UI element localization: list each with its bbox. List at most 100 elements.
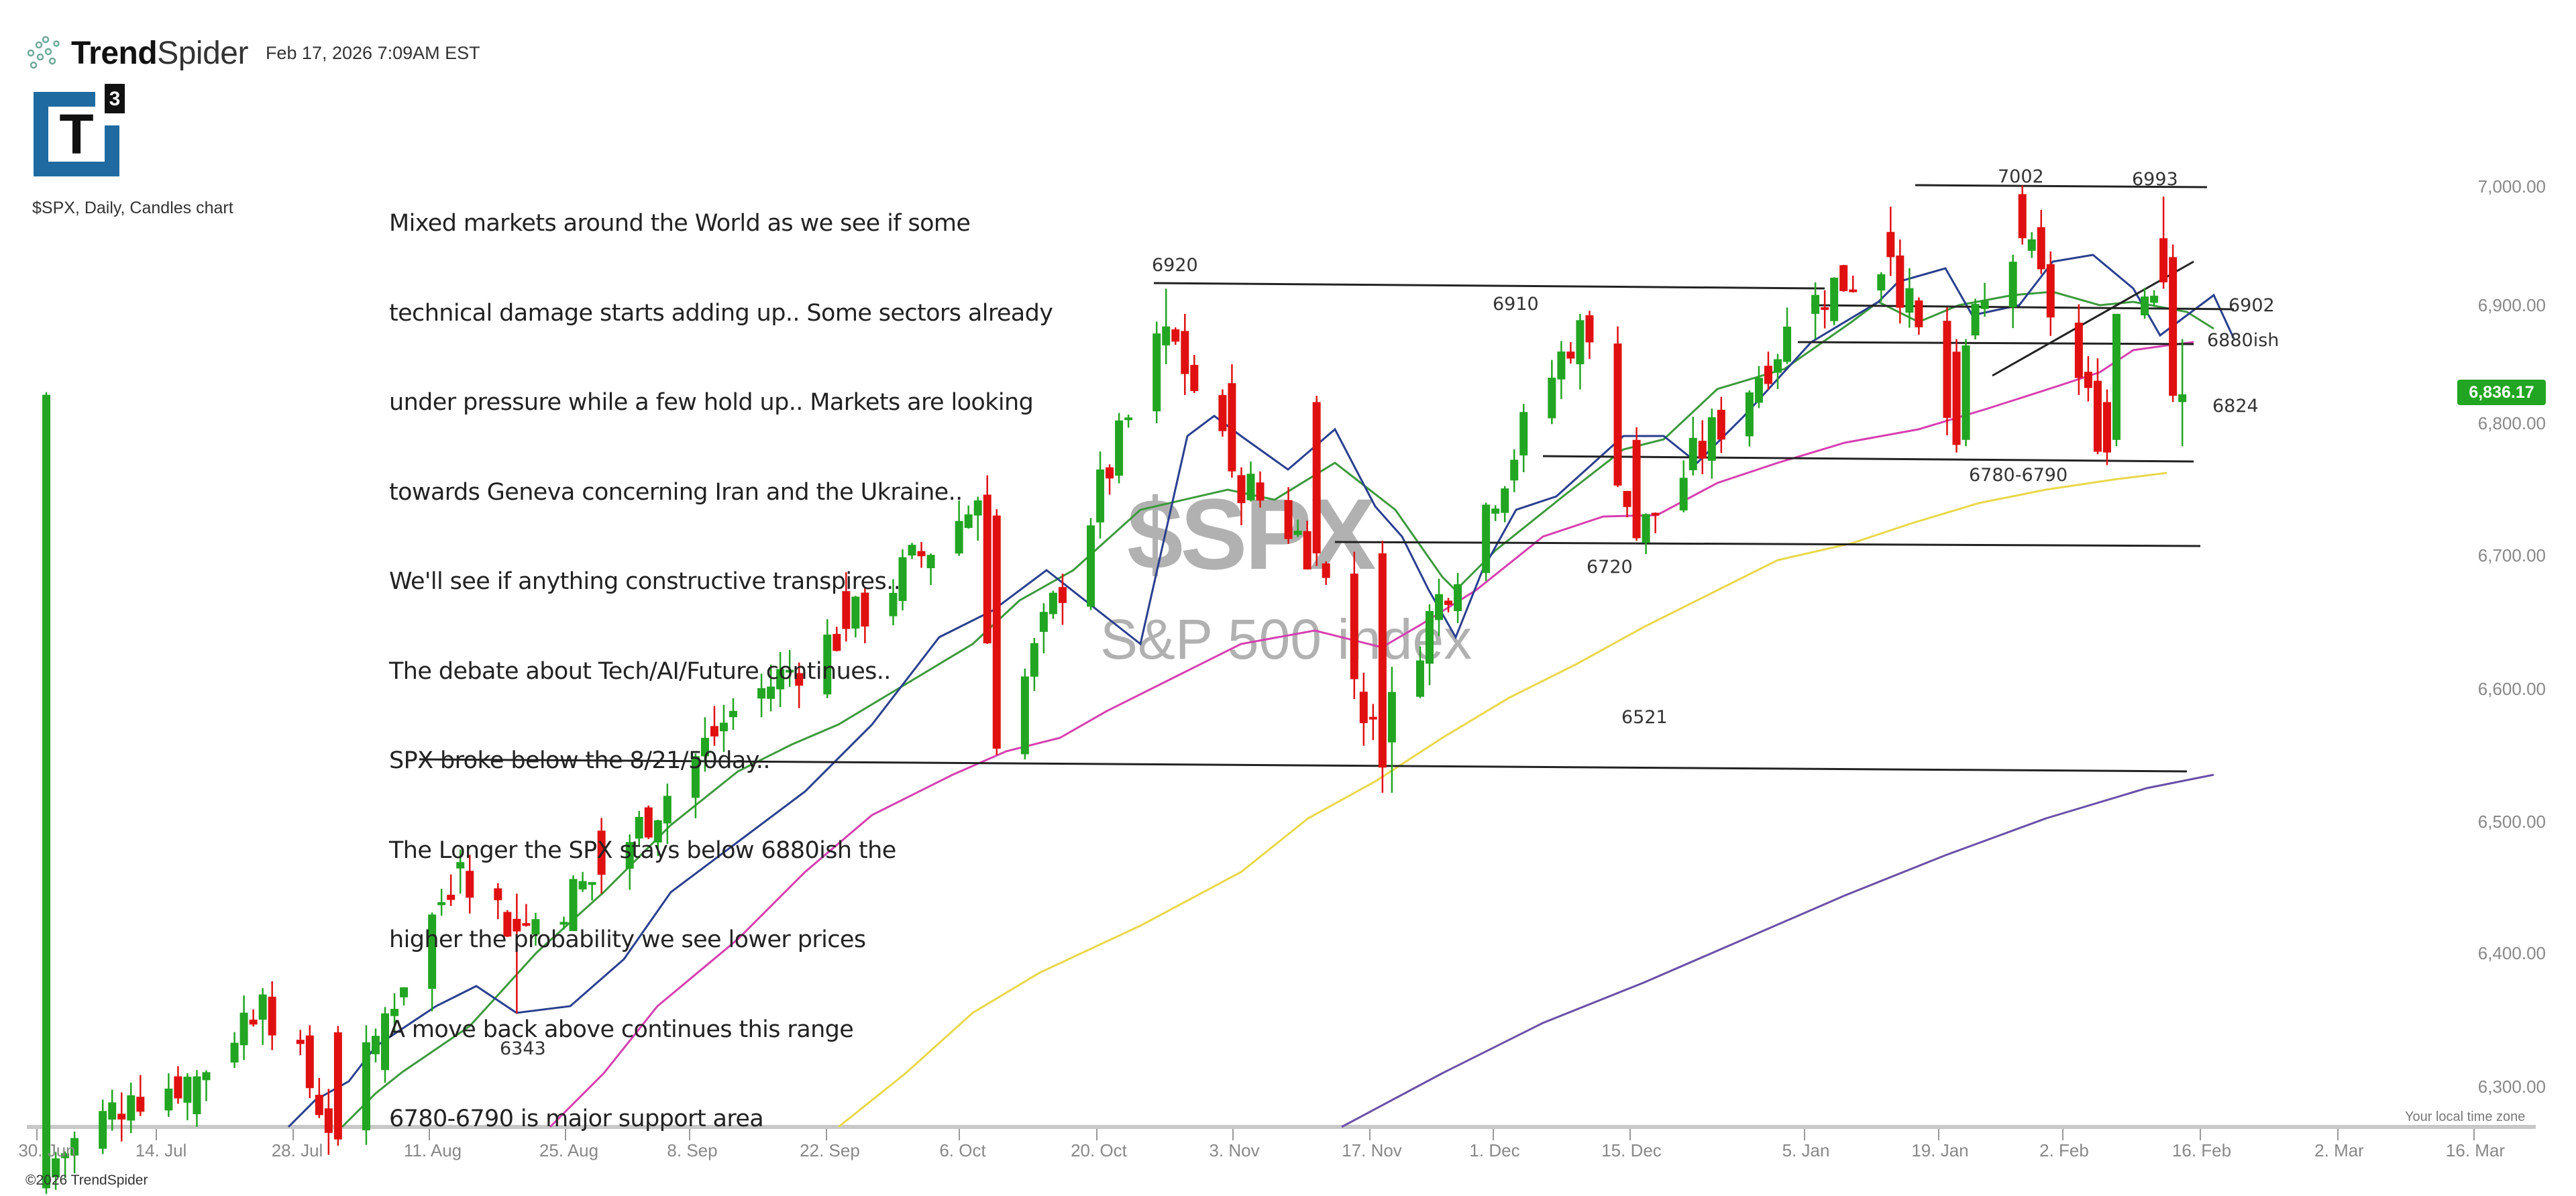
- candle: [691, 756, 700, 798]
- candle: [1510, 459, 1519, 481]
- candle: [1585, 315, 1594, 343]
- x-tick: 2. Feb: [2039, 1140, 2089, 1160]
- candle: [1322, 563, 1330, 578]
- t3-badge-letter: T: [59, 103, 93, 166]
- candle: [1087, 525, 1095, 607]
- time-zone-label[interactable]: Your local time zone: [2405, 1109, 2526, 1124]
- candle: [1821, 307, 1829, 311]
- candle: [193, 1076, 201, 1115]
- candle: [1415, 660, 1424, 697]
- candle: [202, 1072, 211, 1081]
- candle: [851, 596, 860, 629]
- candle: [1811, 294, 1820, 314]
- candle: [1237, 475, 1246, 504]
- candle: [108, 1102, 117, 1120]
- annotation-7002: 7002: [1998, 166, 2044, 187]
- x-tick: 25. Aug: [539, 1140, 599, 1160]
- annotation-6521: 6521: [1621, 707, 1668, 728]
- candle: [1228, 383, 1236, 472]
- candle: [99, 1111, 107, 1149]
- x-tick: 8. Sep: [667, 1140, 718, 1160]
- level-6880: [1797, 341, 2194, 345]
- candle: [249, 1020, 258, 1025]
- y-tick-6800: 6,800.00: [2477, 413, 2546, 433]
- candle: [964, 514, 973, 529]
- copyright-footer: ©2026 TrendSpider: [25, 1173, 148, 1188]
- candle: [926, 555, 935, 569]
- candle: [1162, 326, 1171, 345]
- annotation-6343: 6343: [500, 1038, 546, 1059]
- candle: [456, 862, 465, 869]
- candle: [1623, 490, 1631, 507]
- x-tick: 14. Jul: [135, 1140, 187, 1160]
- note-line: We'll see if anything constructive trans…: [389, 568, 901, 595]
- x-tick: 1. Dec: [1469, 1140, 1520, 1160]
- candle: [1566, 351, 1575, 359]
- x-tick: 16. Mar: [2445, 1140, 2506, 1160]
- t3-logo-icon: 3 T: [34, 84, 125, 176]
- candle: [183, 1077, 192, 1103]
- sma200-line: [1341, 773, 2214, 1128]
- x-tick: 20. Oct: [1071, 1140, 1127, 1160]
- candle: [2027, 239, 2036, 251]
- candle: [776, 669, 785, 690]
- candle: [2046, 264, 2055, 318]
- last-price-tag: 6,836.17: [2457, 380, 2546, 405]
- candle: [578, 881, 587, 889]
- candle: [1519, 412, 1528, 455]
- candle: [1980, 301, 1989, 309]
- candle: [2169, 257, 2178, 396]
- candle: [588, 882, 596, 885]
- note-line: under pressure while a few hold up.. Mar…: [389, 389, 1034, 416]
- candle: [1877, 274, 1886, 291]
- candle: [127, 1095, 136, 1121]
- candle: [1106, 467, 1114, 479]
- candle: [1839, 265, 1848, 292]
- candle: [1020, 676, 1029, 755]
- candle: [992, 515, 1001, 749]
- candle: [2112, 313, 2121, 440]
- candle: [239, 1012, 248, 1046]
- candle: [61, 1153, 70, 1158]
- trendlines: [419, 184, 2235, 773]
- candle: [1632, 439, 1641, 539]
- candle: [1830, 278, 1839, 321]
- candle: [2141, 296, 2149, 316]
- candle: [1293, 531, 1302, 535]
- candle: [437, 902, 446, 906]
- annotation-6880ish: 6880ish: [2207, 330, 2279, 351]
- candle: [1049, 592, 1057, 614]
- candle: [1435, 594, 1444, 620]
- t3-superscript: 3: [109, 88, 121, 110]
- candle: [644, 807, 653, 838]
- candle: [898, 557, 907, 601]
- candle: [955, 521, 963, 554]
- sma50-line: [549, 341, 2194, 1128]
- candle: [1764, 366, 1772, 384]
- candle: [1745, 392, 1754, 437]
- y-tick-6500: 6,500.00: [2477, 812, 2546, 832]
- x-tick: 5. Jan: [1782, 1140, 1830, 1160]
- candle: [1218, 394, 1227, 431]
- candle: [1096, 469, 1105, 523]
- candle: [136, 1096, 145, 1112]
- timestamp: Feb 17, 2026 7:09AM EST: [265, 42, 480, 63]
- candle: [428, 914, 437, 989]
- x-tick: 6. Oct: [939, 1140, 986, 1160]
- candle: [1256, 482, 1265, 501]
- candle: [983, 494, 991, 644]
- candle: [1557, 351, 1566, 380]
- annotation-6824: 6824: [2212, 396, 2259, 417]
- candle: [1886, 231, 1895, 258]
- candle: [1152, 333, 1161, 412]
- candle: [1190, 364, 1199, 392]
- candle: [719, 722, 728, 732]
- candle: [1651, 512, 1660, 516]
- candle: [1312, 402, 1321, 553]
- candle: [1548, 378, 1556, 419]
- trendspider-logo-icon: [27, 36, 60, 69]
- candle: [1688, 437, 1697, 471]
- note-line: higher the probability we see lower pric…: [389, 926, 866, 953]
- candle: [1030, 643, 1038, 677]
